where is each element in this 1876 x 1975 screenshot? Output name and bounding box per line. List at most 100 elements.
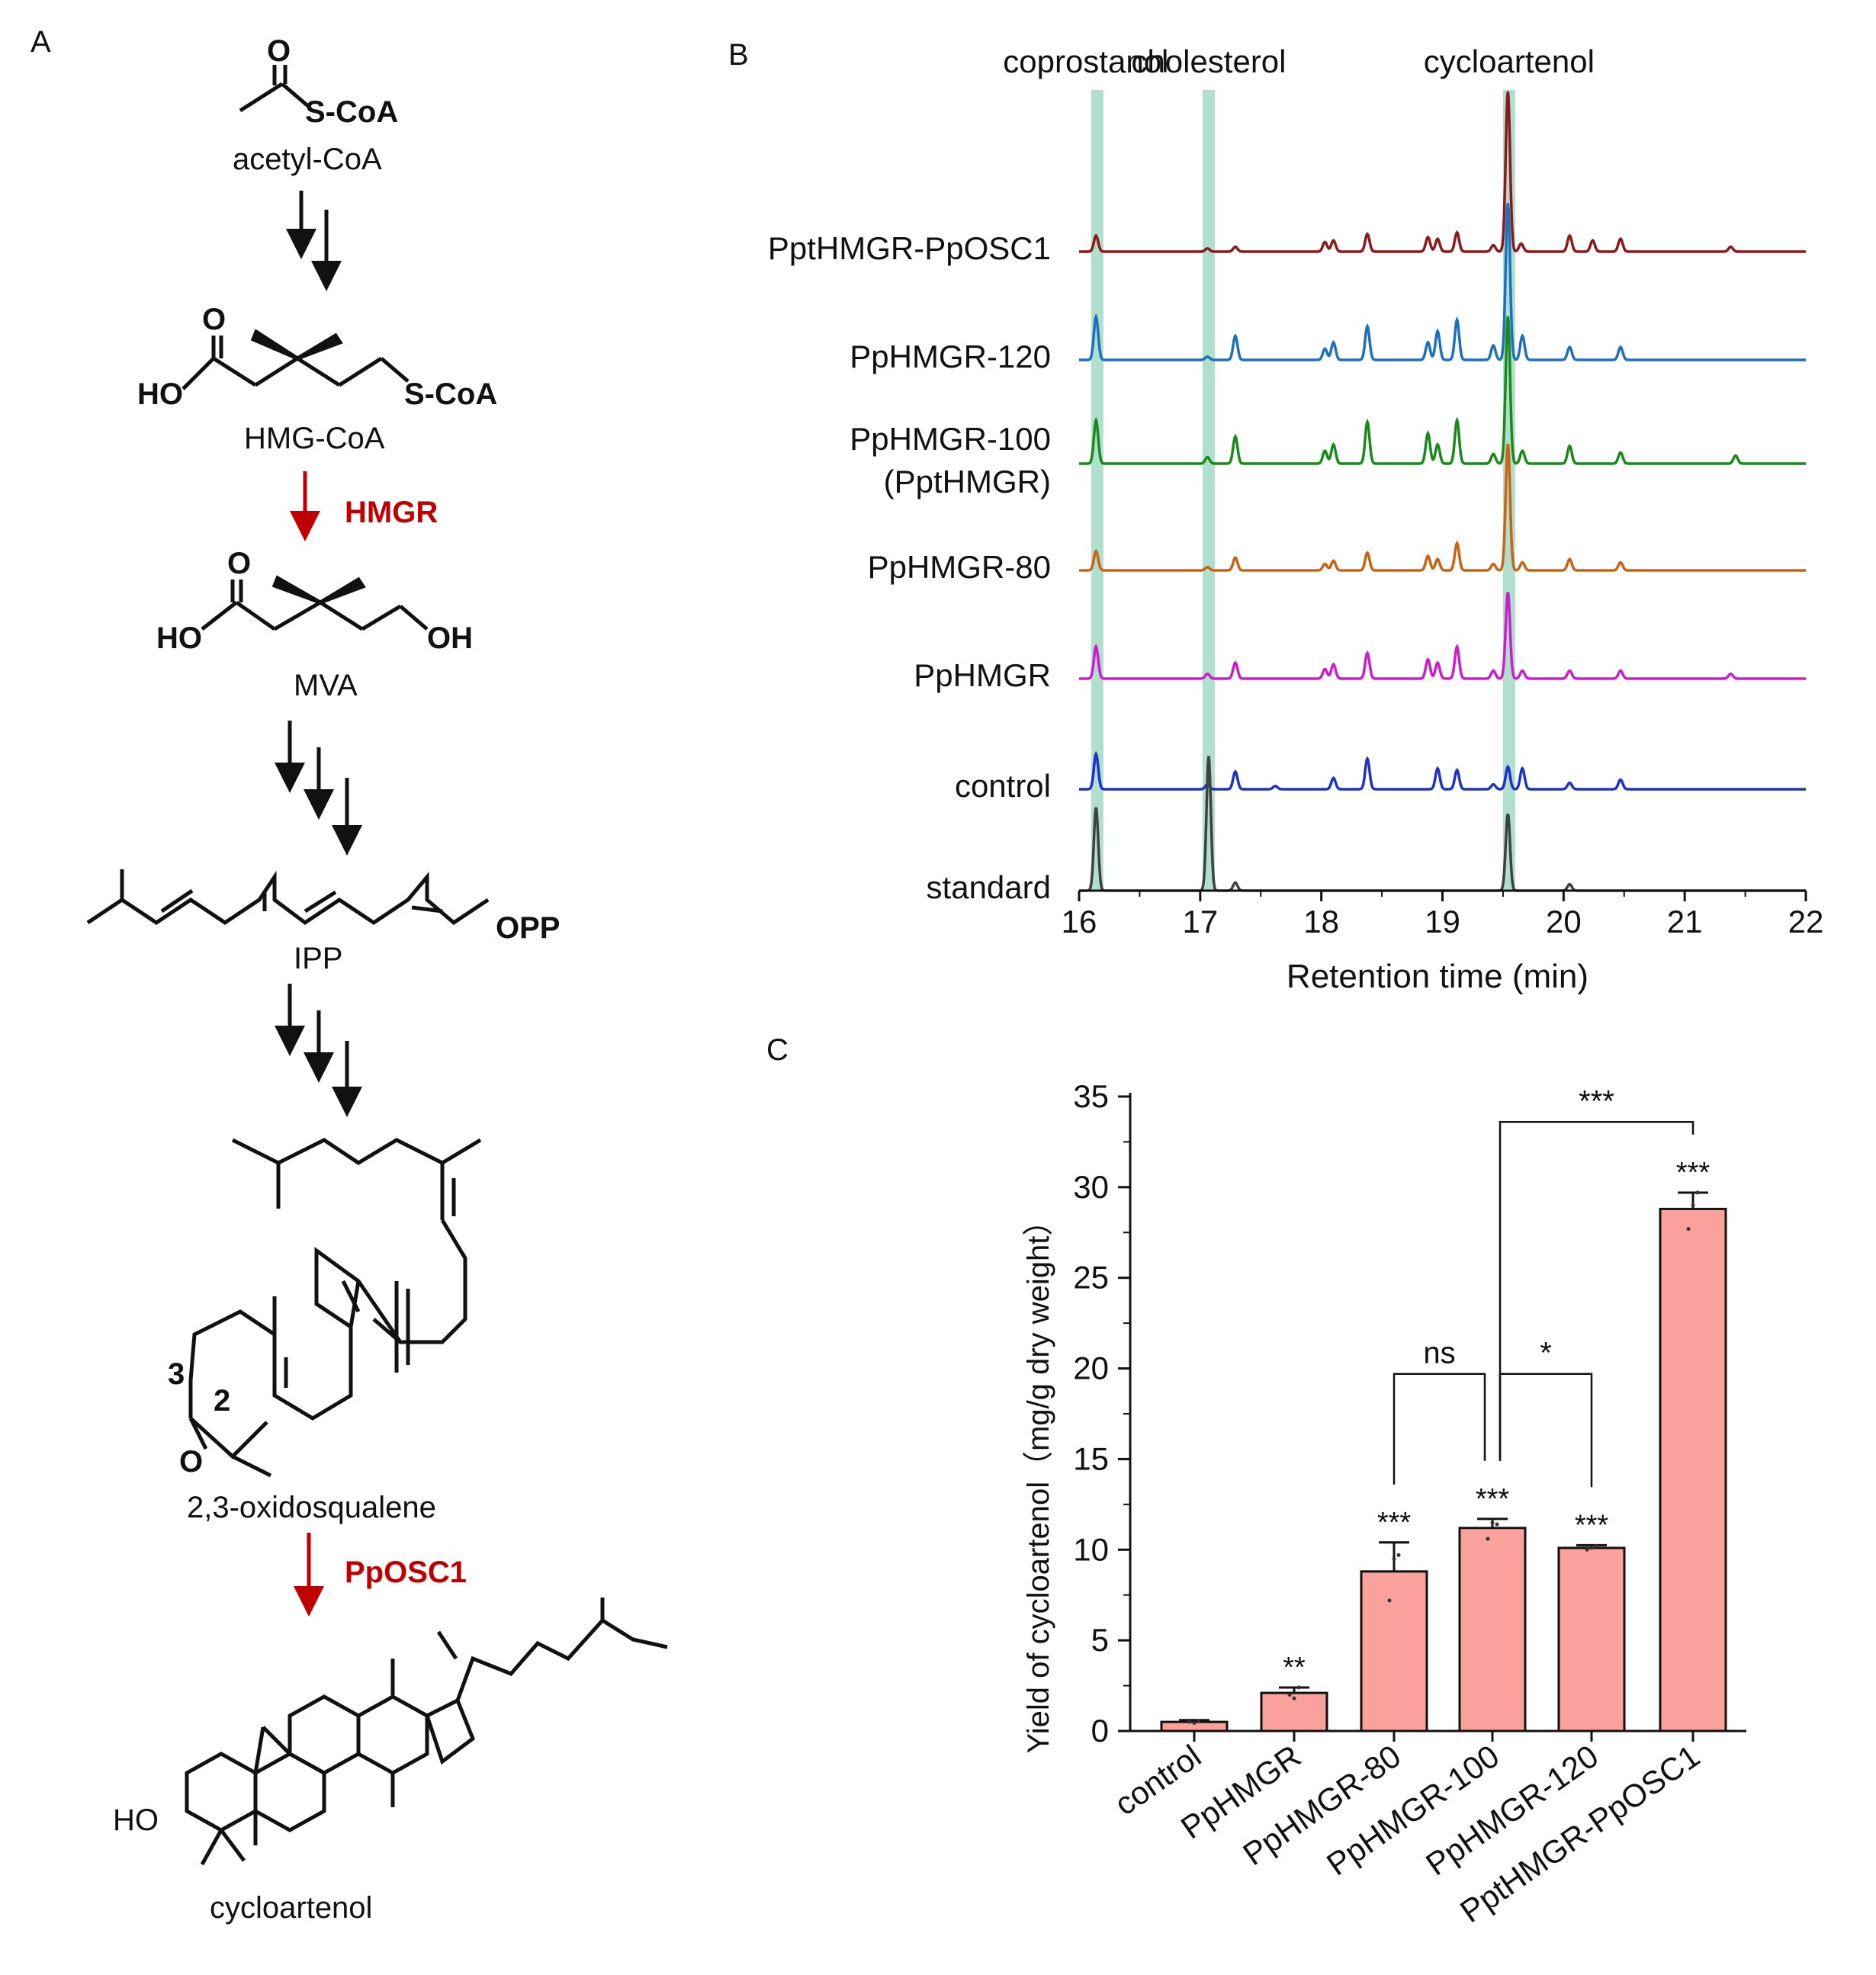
mva-structure	[201, 575, 429, 631]
y-tick-label-7: 35	[1073, 1078, 1109, 1114]
bar-chart-panel: C Yield of cycloartenol（mg/g dry weight）…	[766, 1033, 1746, 1929]
compound-ipp: IPP	[294, 942, 342, 975]
double-arrow-1	[286, 191, 342, 291]
comparison-label-1: *	[1540, 1337, 1552, 1370]
data-point-0-2	[1197, 1719, 1201, 1723]
bar-4	[1557, 1546, 1626, 1733]
x-axis: 16 17 18 19 20 21 22	[1062, 889, 1824, 939]
x-tick-label-0: 16	[1062, 904, 1097, 939]
series-label-0: PptHMGR-PpOSC1	[768, 230, 1051, 266]
series-label-4: PpHMGR	[914, 657, 1051, 693]
x-tick-label-4: 20	[1546, 904, 1582, 939]
chromatogram-traces	[1079, 91, 1806, 892]
trace-2	[1079, 316, 1806, 465]
peak-label-0: coprostanol	[1003, 43, 1168, 79]
series-label-2: PpHMGR-100 (PptHMGR)	[850, 421, 1051, 499]
category-label-3: PpHMGR-100	[1320, 1738, 1505, 1883]
compound-acetyl-coa: acetyl-CoA	[233, 143, 382, 176]
trace-5	[1079, 750, 1806, 791]
pathway-panel: A O S-CoA acetyl-CoA O HO	[31, 25, 668, 1925]
data-point-4-2	[1594, 1544, 1598, 1549]
comparison-bracket-1	[1499, 1373, 1593, 1488]
data-point-4-0	[1585, 1547, 1589, 1552]
series-label-3: PpHMGR-80	[868, 549, 1051, 585]
cycloartenol-structure	[185, 1598, 668, 1866]
hmg-coa-scoa: S-CoA	[404, 377, 497, 411]
x-tick-label-6: 22	[1788, 904, 1824, 939]
mva-oxygen: O	[227, 547, 251, 580]
comparison-bracket-2	[1499, 1121, 1695, 1461]
y-tick-label-0: 0	[1091, 1713, 1109, 1749]
data-point-5-1	[1691, 1203, 1695, 1208]
data-point-3-1	[1490, 1521, 1495, 1525]
x-tick-label-1: 17	[1182, 904, 1218, 939]
triple-arrow-1	[275, 721, 362, 856]
comparison-label-2: ***	[1579, 1084, 1614, 1118]
series-label-5: control	[955, 768, 1051, 804]
data-point-5-2	[1695, 1190, 1700, 1195]
x-tick-label-2: 18	[1303, 904, 1339, 939]
significance-1: **	[1283, 1652, 1306, 1684]
trace-6	[1079, 756, 1806, 892]
series-label-6: standard	[927, 869, 1051, 905]
y-tick-label-4: 20	[1073, 1350, 1109, 1386]
bar-5	[1659, 1207, 1727, 1733]
data-point-1-0	[1287, 1692, 1292, 1697]
bar-3	[1458, 1527, 1527, 1733]
y-tick-label-6: 30	[1073, 1169, 1109, 1205]
data-point-2-0	[1387, 1598, 1392, 1603]
oxidosqualene-oxygen: O	[179, 1445, 203, 1479]
acetyl-coa-oxygen: O	[267, 34, 291, 68]
data-point-2-1	[1392, 1556, 1396, 1561]
cycloartenol-ho: HO	[113, 1803, 159, 1837]
mva-oh: OH	[427, 621, 473, 655]
y-axis-title: Yield of cycloartenol（mg/g dry weight）	[1022, 1206, 1055, 1754]
enzyme-pposc1: PpOSC1	[345, 1556, 467, 1589]
bar-2	[1360, 1570, 1428, 1733]
y-tick-label-5: 25	[1073, 1260, 1109, 1296]
x-tick-label-5: 21	[1667, 904, 1703, 939]
bars	[1160, 1190, 1727, 1733]
peak-highlight-bands	[1091, 90, 1515, 891]
comparison-bracket-0	[1393, 1373, 1486, 1485]
acetyl-coa-scoa: S-CoA	[305, 95, 398, 129]
hmg-coa-structure	[181, 329, 410, 390]
y-axis: 0 5 10 15 20 25 30 35	[1073, 1078, 1132, 1749]
trace-4	[1079, 592, 1806, 680]
panel-c-label: C	[766, 1033, 789, 1067]
y-tick-label-1: 5	[1091, 1622, 1109, 1658]
peak-label-1: cholesterol	[1131, 43, 1286, 79]
series-labels: PptHMGR-PpOSC1 PpHMGR-120 PpHMGR-100 (PptHM…	[768, 230, 1051, 905]
significance-3: ***	[1476, 1483, 1510, 1515]
data-point-2-2	[1396, 1553, 1401, 1557]
y-tick-label-3: 15	[1073, 1440, 1109, 1476]
oxidosqualene-structure	[188, 1138, 482, 1478]
data-point-1-1	[1292, 1696, 1296, 1700]
panel-a-label: A	[31, 25, 51, 59]
highlight-band-0	[1091, 90, 1103, 891]
compound-hmg-coa: HMG-CoA	[244, 422, 385, 455]
oxidosqualene-c2: 2	[214, 1384, 230, 1418]
ipp-opp: OPP	[496, 911, 560, 945]
compound-mva: MVA	[294, 669, 358, 702]
y-tick-label-2: 10	[1073, 1531, 1109, 1567]
hmg-coa-ho: HO	[137, 377, 183, 411]
significance-4: ***	[1575, 1509, 1609, 1541]
compound-oxidosqualene: 2,3-oxidosqualene	[187, 1491, 436, 1524]
significance-5: ***	[1676, 1157, 1711, 1189]
x-axis-title: Retention time (min)	[1287, 958, 1588, 995]
trace-3	[1079, 443, 1806, 572]
oxidosqualene-c3: 3	[168, 1357, 185, 1391]
significance-2: ***	[1377, 1507, 1412, 1539]
acetyl-coa-structure	[239, 65, 310, 113]
data-point-4-1	[1589, 1546, 1594, 1550]
series-label-1: PpHMGR-120	[850, 339, 1051, 374]
ipp-structure	[86, 870, 490, 926]
trace-1	[1079, 203, 1806, 361]
compound-cycloartenol: cycloartenol	[210, 1891, 372, 1925]
ipp-double-bonds	[120, 869, 443, 914]
hmg-coa-oxygen: O	[202, 303, 226, 336]
